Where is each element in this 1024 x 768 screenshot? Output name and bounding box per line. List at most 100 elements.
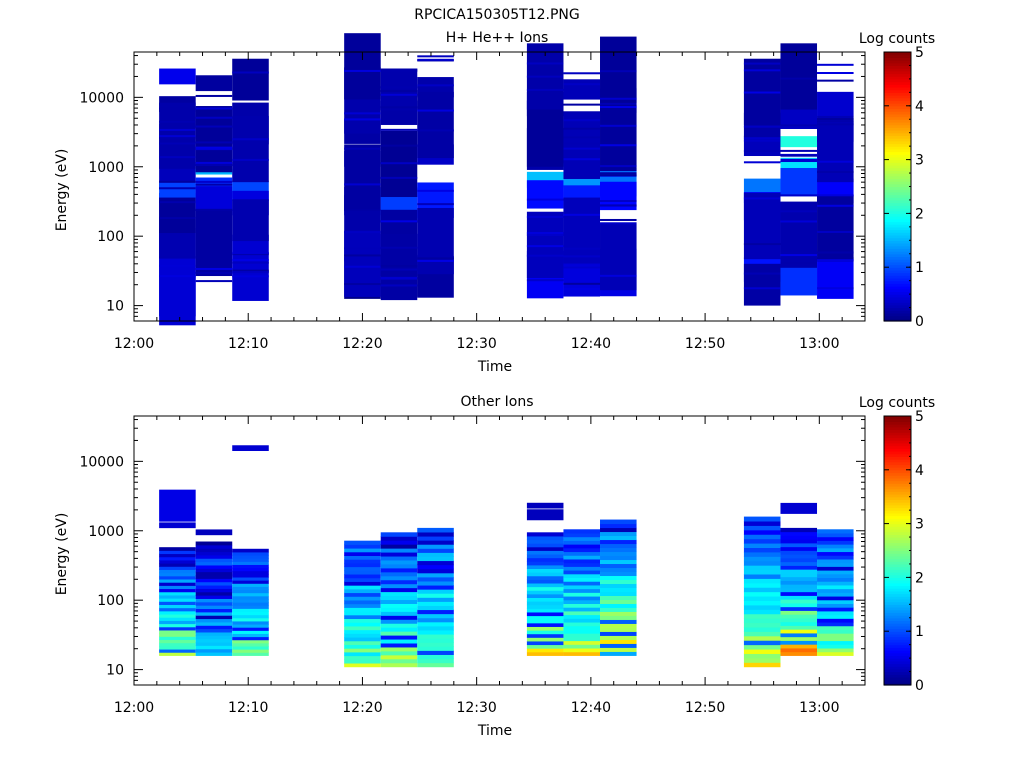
data-cell: [380, 623, 418, 628]
data-cell: [195, 148, 233, 151]
data-cell: [380, 552, 418, 557]
colorbar-swatch: [884, 170, 911, 174]
colorbar-swatch: [884, 127, 911, 131]
colorbar-swatch: [884, 76, 911, 80]
data-cell: [743, 521, 781, 526]
data-cell: [380, 68, 418, 71]
data-cell: [563, 633, 601, 638]
colorbar-swatch: [884, 534, 911, 538]
data-cell: [743, 197, 781, 200]
data-cell: [417, 585, 454, 590]
data-cell: [232, 614, 269, 619]
data-cell: [563, 640, 601, 645]
data-cell: [232, 251, 269, 254]
data-cell: [780, 561, 818, 566]
data-cell: [232, 115, 269, 183]
colorbar-swatch: [884, 440, 911, 444]
colorbar-swatch: [884, 537, 911, 541]
data-cell: [600, 599, 637, 604]
data-cell: [600, 579, 637, 584]
data-cell: [563, 651, 601, 656]
data-cell: [195, 551, 233, 556]
colorbar-swatch: [884, 291, 911, 295]
data-cell: [600, 551, 637, 557]
data-cell: [417, 560, 454, 566]
colorbar-swatch: [884, 453, 911, 457]
data-cell: [380, 603, 418, 608]
data-cell: [159, 275, 196, 278]
data-cell: [159, 136, 196, 139]
data-cell: [526, 608, 564, 613]
data-cell: [563, 247, 601, 250]
data-cell: [526, 198, 564, 201]
data-cell: [600, 70, 637, 73]
data-cell: [380, 246, 418, 249]
data-cell: [344, 555, 381, 560]
colorbar-swatch: [884, 100, 911, 104]
data-cell: [817, 607, 854, 612]
data-cell: [563, 79, 601, 100]
data-cell: [380, 575, 418, 581]
data-cell: [232, 642, 269, 647]
data-cell: [817, 123, 854, 126]
data-cell: [526, 611, 564, 617]
data-cell: [526, 554, 564, 559]
data-cell: [563, 127, 601, 130]
heatmap-column: [232, 58, 269, 301]
colorbar-swatch: [884, 89, 911, 93]
data-cell: [817, 551, 854, 556]
data-cell: [159, 626, 196, 631]
data-cell: [159, 120, 196, 123]
data-cell: [780, 149, 818, 152]
data-cell: [817, 555, 854, 560]
colorbar-swatch: [884, 445, 911, 449]
colorbar-swatch: [884, 574, 911, 578]
data-cell: [743, 604, 781, 610]
data-cell: [344, 147, 381, 150]
data-cell: [195, 638, 233, 643]
data-cell: [344, 247, 381, 250]
data-cell: [380, 658, 418, 664]
data-cell: [417, 544, 454, 549]
data-cell: [195, 548, 233, 553]
data-cell: [380, 176, 418, 179]
data-cell: [232, 627, 269, 631]
data-cell: [526, 586, 564, 591]
data-cell: [195, 280, 233, 283]
colorbar-swatch: [884, 57, 911, 61]
data-cell: [417, 572, 454, 578]
data-cell: [195, 631, 233, 636]
heatmap-column: [159, 68, 196, 326]
colorbar-swatch: [884, 54, 911, 58]
colorbar-swatch: [884, 132, 911, 136]
data-cell: [526, 539, 564, 544]
data-cell: [526, 568, 564, 573]
data-cell: [817, 160, 854, 163]
colorbar-swatch: [884, 78, 911, 83]
colorbar-swatch: [884, 202, 911, 206]
data-cell: [159, 550, 196, 555]
data-cell: [380, 643, 418, 648]
data-cell: [563, 648, 601, 653]
data-cell: [780, 636, 818, 641]
colorbar-swatch: [884, 130, 911, 134]
heatmap-column: [600, 519, 637, 656]
colorbar-swatch: [884, 472, 911, 476]
data-cell: [344, 614, 381, 620]
data-cell: [232, 158, 269, 161]
colorbar-swatch: [884, 585, 911, 589]
data-cell: [195, 595, 233, 599]
data-cell: [563, 72, 601, 75]
colorbar-swatch: [884, 245, 911, 249]
colorbar-swatch: [884, 312, 911, 317]
data-cell: [780, 557, 818, 563]
data-cell: [743, 582, 781, 588]
data-cell: [344, 570, 381, 575]
colorbar-swatch: [884, 512, 911, 517]
data-cell: [526, 590, 564, 595]
colorbar-swatch: [884, 448, 911, 452]
data-cell: [743, 272, 781, 275]
data-cell: [232, 261, 269, 264]
colorbar-swatch: [884, 159, 911, 163]
data-cell: [380, 627, 418, 632]
